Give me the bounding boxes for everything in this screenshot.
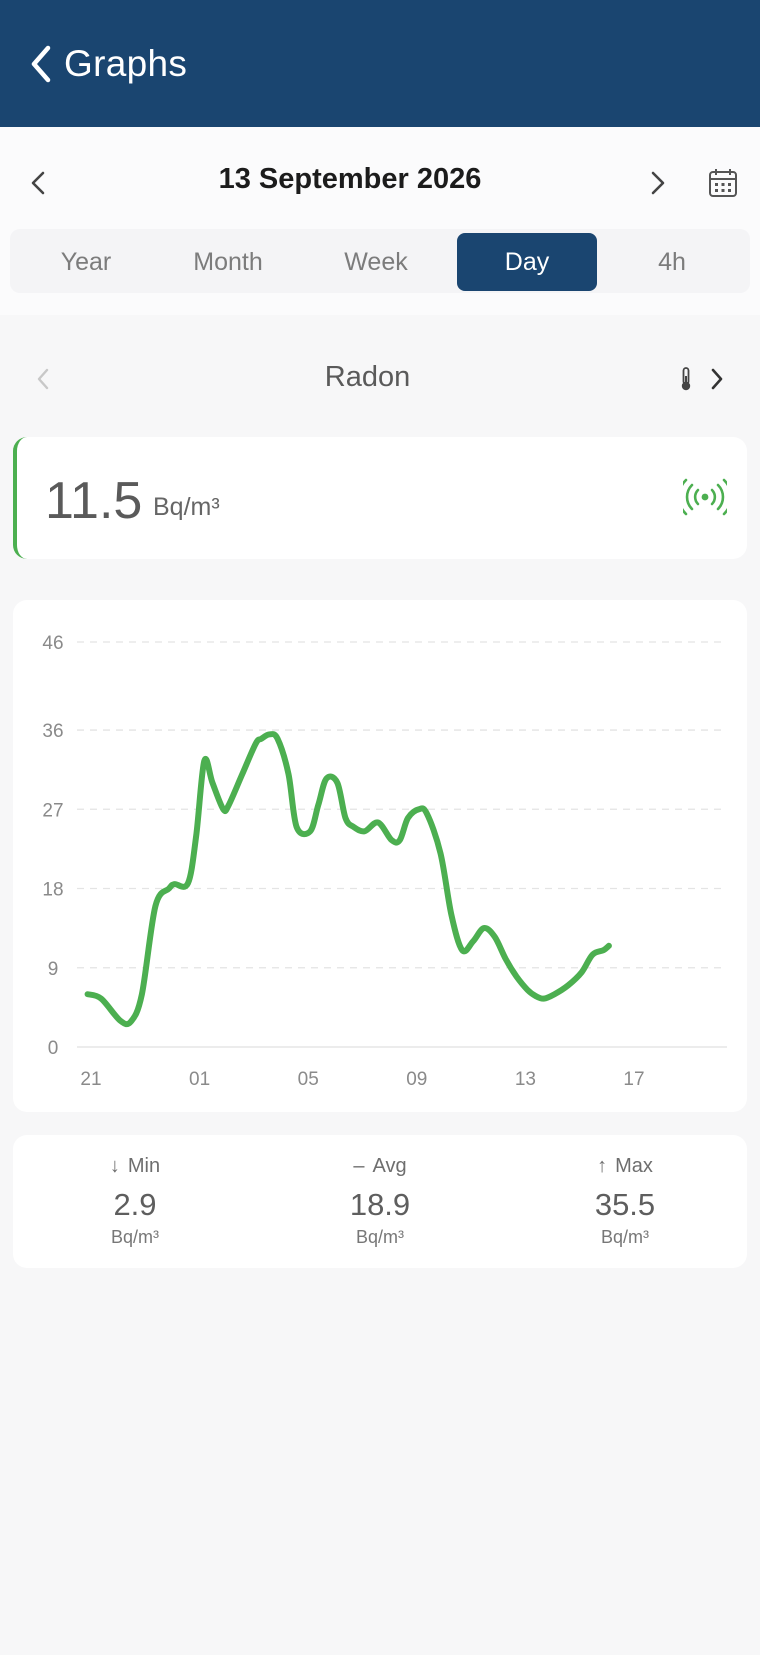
live-signal-icon — [683, 478, 727, 516]
arrow-up-icon: ↑ — [597, 1155, 608, 1177]
stat-min-unit: Bq/m³ — [110, 1227, 159, 1247]
y-tick-label: 36 — [42, 721, 63, 742]
tab-month[interactable]: Month — [193, 247, 263, 276]
calendar-icon — [709, 169, 737, 197]
stat-avg-label: Avg — [372, 1155, 407, 1177]
y-tick-label: 9 — [48, 959, 59, 980]
stat-avg-value: 18.9 — [349, 1187, 411, 1222]
x-tick-label: 05 — [298, 1069, 319, 1090]
chevron-left-icon — [31, 45, 51, 82]
stat-max-unit: Bq/m³ — [600, 1227, 649, 1247]
previous-sensor-button[interactable] — [30, 361, 56, 397]
stat-max: ↑ Max 35.5 Bq/m³ — [503, 1135, 747, 1268]
stat-max-value: 35.5 — [594, 1187, 656, 1222]
period-tabs: Year Month Week Day 4h — [10, 229, 750, 293]
y-tick-label: 0 — [48, 1038, 59, 1059]
date-nav: 13 September 2026 — [0, 127, 760, 239]
stat-avg: – Avg 18.9 Bq/m³ — [258, 1135, 502, 1268]
chevron-left-icon — [37, 368, 49, 390]
current-date[interactable]: 13 September 2026 — [218, 163, 482, 195]
app-header: Graphs — [0, 0, 760, 127]
x-tick-label: 13 — [515, 1069, 536, 1090]
tab-4h[interactable]: 4h — [658, 247, 686, 276]
y-tick-label: 27 — [42, 800, 63, 821]
arrow-down-icon: ↓ — [109, 1155, 120, 1177]
sensor-name: Radon — [324, 361, 411, 393]
x-tick-label: 21 — [80, 1069, 101, 1090]
back-button[interactable] — [26, 42, 56, 86]
x-tick-label: 09 — [406, 1069, 427, 1090]
previous-date-button[interactable] — [24, 165, 52, 201]
page-title: Graphs — [64, 42, 188, 84]
stat-min-value: 2.9 — [113, 1187, 157, 1222]
chevron-right-icon — [651, 171, 665, 195]
sensor-selector: Radon — [0, 345, 760, 415]
thermometer-icon — [676, 363, 696, 395]
x-tick-label: 17 — [623, 1069, 644, 1090]
y-tick-label: 46 — [42, 633, 63, 654]
current-value: 11.5 — [45, 472, 143, 530]
tab-year[interactable]: Year — [60, 247, 112, 276]
tab-week[interactable]: Week — [344, 247, 408, 276]
current-value-card: 11.5 Bq/m³ — [13, 437, 747, 559]
stat-min: ↓ Min 2.9 Bq/m³ — [13, 1135, 257, 1268]
date-panel: 13 September 2026 Year Month Week Day 4h — [0, 127, 760, 315]
chevron-right-icon — [711, 368, 723, 390]
radon-chart[interactable]: 0 9 18 27 36 46 21 01 05 09 13 17 — [13, 600, 747, 1112]
next-sensor-button[interactable] — [704, 361, 730, 397]
stat-max-label: Max — [615, 1155, 653, 1177]
chevron-left-icon — [31, 171, 45, 195]
x-tick-label: 01 — [189, 1069, 210, 1090]
calendar-button[interactable] — [706, 165, 740, 201]
tab-day[interactable]: Day — [457, 233, 597, 291]
stat-avg-unit: Bq/m³ — [355, 1227, 404, 1247]
y-tick-label: 18 — [42, 880, 63, 901]
stat-min-label: Min — [127, 1155, 161, 1177]
dash-icon: – — [353, 1155, 365, 1177]
current-value-unit: Bq/m³ — [153, 493, 220, 521]
radon-series-line — [84, 731, 612, 1028]
next-date-button[interactable] — [644, 165, 672, 201]
stats-card: ↓ Min 2.9 Bq/m³ – Avg 18.9 Bq/m³ ↑ Max 35.5… — [13, 1135, 747, 1268]
